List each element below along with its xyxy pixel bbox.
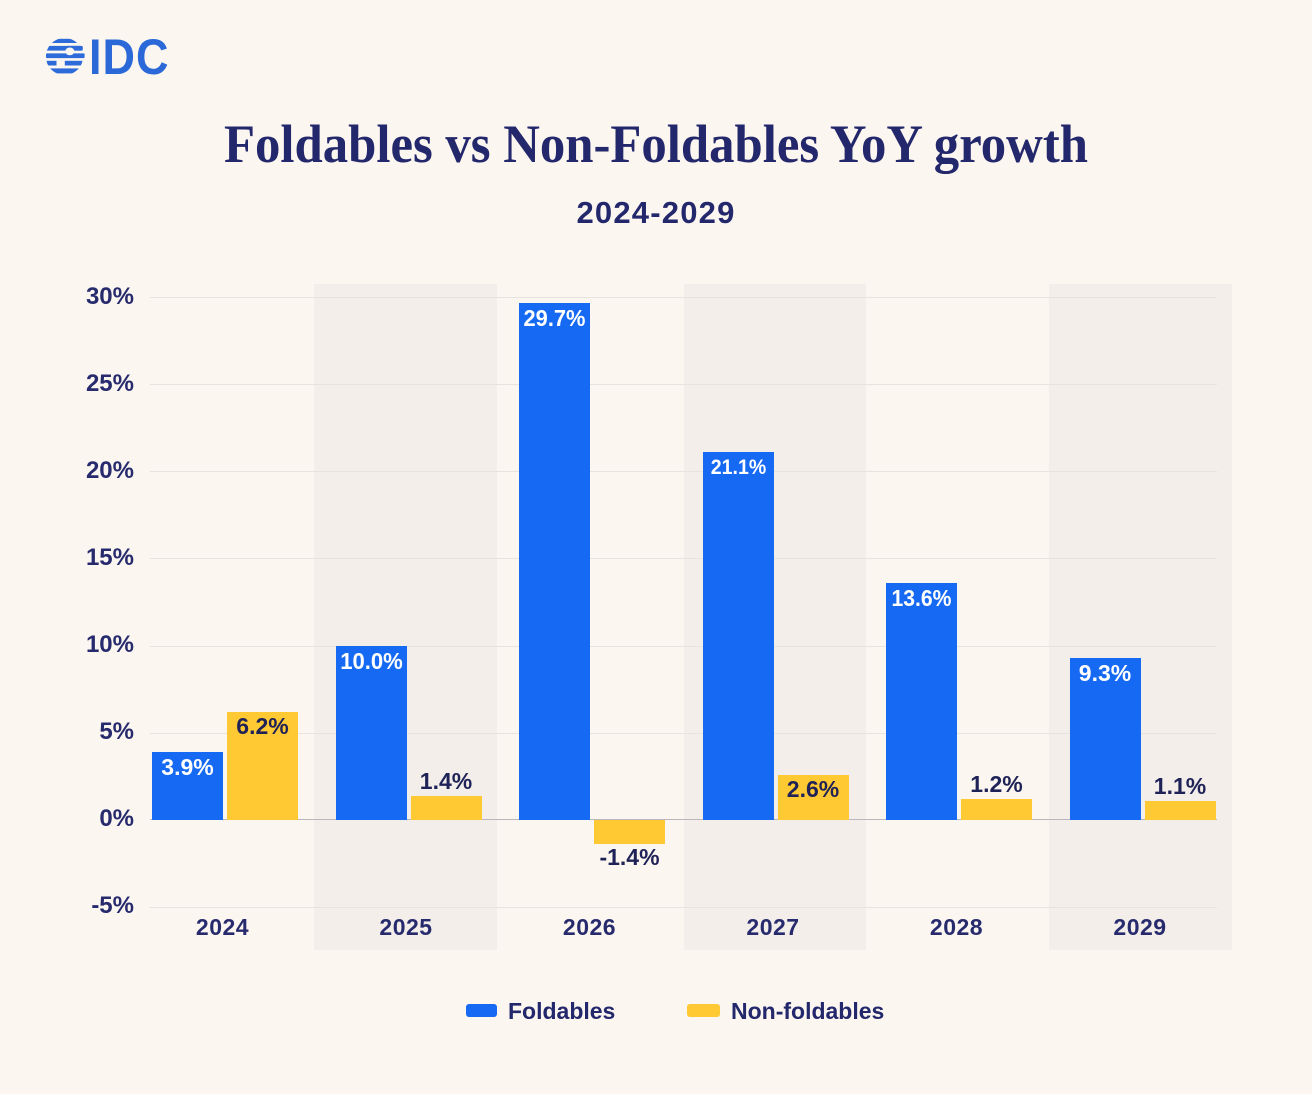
svg-text:IDC: IDC [89,36,169,78]
